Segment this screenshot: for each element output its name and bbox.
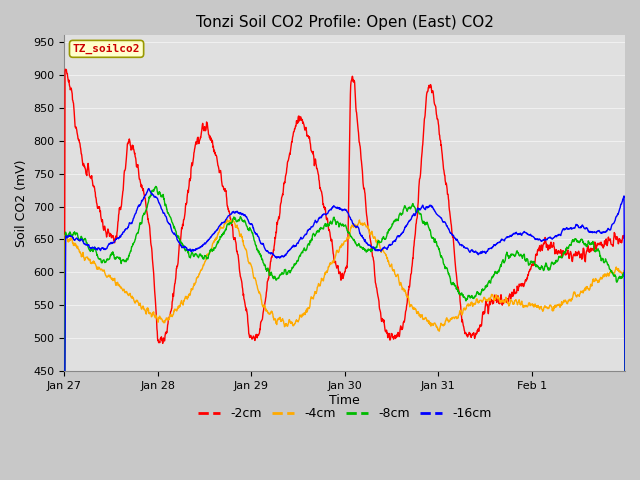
Y-axis label: Soil CO2 (mV): Soil CO2 (mV) xyxy=(15,159,28,247)
Title: Tonzi Soil CO2 Profile: Open (East) CO2: Tonzi Soil CO2 Profile: Open (East) CO2 xyxy=(196,15,493,30)
Legend: -2cm, -4cm, -8cm, -16cm: -2cm, -4cm, -8cm, -16cm xyxy=(193,402,497,425)
Text: TZ_soilco2: TZ_soilco2 xyxy=(73,44,140,54)
X-axis label: Time: Time xyxy=(330,394,360,407)
